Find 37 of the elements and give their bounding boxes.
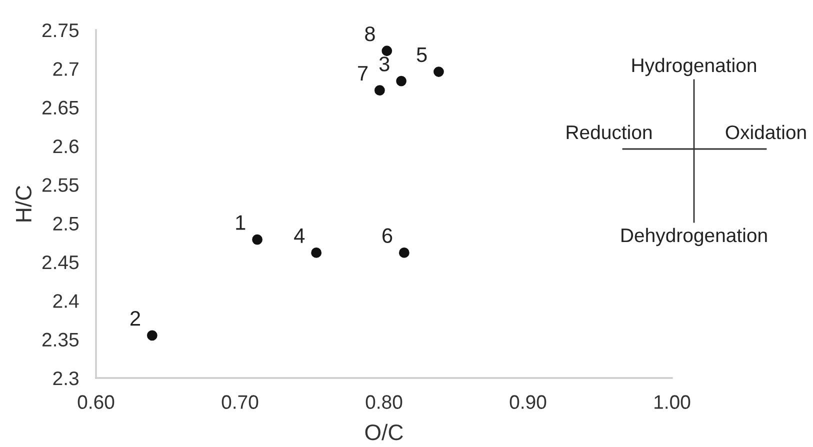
x-tick-label: 0.70 <box>222 395 258 409</box>
x-tick-label: 0.90 <box>510 395 546 409</box>
y-tick-label: 2.45 <box>42 255 79 270</box>
y-axis-title: H/C <box>15 186 32 222</box>
y-tick-label: 2.5 <box>53 216 79 231</box>
y-tick-label: 2.75 <box>42 23 79 38</box>
y-tick-label: 2.55 <box>42 178 79 192</box>
point <box>311 248 322 258</box>
y-tick-label: 2.6 <box>53 139 78 154</box>
point <box>374 85 385 96</box>
annotation: 1 <box>236 215 246 230</box>
x-tick-label: 0.60 <box>78 395 114 409</box>
point <box>396 76 406 86</box>
annotation: 7 <box>358 66 368 80</box>
x-axis-title: O/C <box>365 424 403 440</box>
point <box>252 234 262 245</box>
annotation: Dehydrogenation <box>622 228 767 246</box>
annotation: 5 <box>416 48 427 62</box>
point <box>434 66 444 77</box>
y-tick-label: 2.4 <box>53 294 79 308</box>
y-tick-label: 2.3 <box>53 371 78 386</box>
point <box>146 330 158 341</box>
point <box>382 46 392 56</box>
x-tick-label: 1.00 <box>654 395 690 409</box>
y-tick-label: 2.7 <box>53 62 78 76</box>
annotation: 4 <box>294 228 305 243</box>
annotation: 8 <box>365 26 375 42</box>
y-tick-label: 2.35 <box>42 332 79 347</box>
text: Oxidation <box>726 124 806 140</box>
annotation: Hydrogenation <box>632 58 756 76</box>
y-tick-label: 2.65 <box>42 100 79 115</box>
annotation: 3 <box>379 56 390 72</box>
annotation: 6 <box>382 228 392 244</box>
x-tick-label: 0.80 <box>366 395 402 409</box>
annotation: 2 <box>130 311 140 326</box>
point <box>398 248 410 258</box>
annotation: Reduction <box>566 124 652 140</box>
